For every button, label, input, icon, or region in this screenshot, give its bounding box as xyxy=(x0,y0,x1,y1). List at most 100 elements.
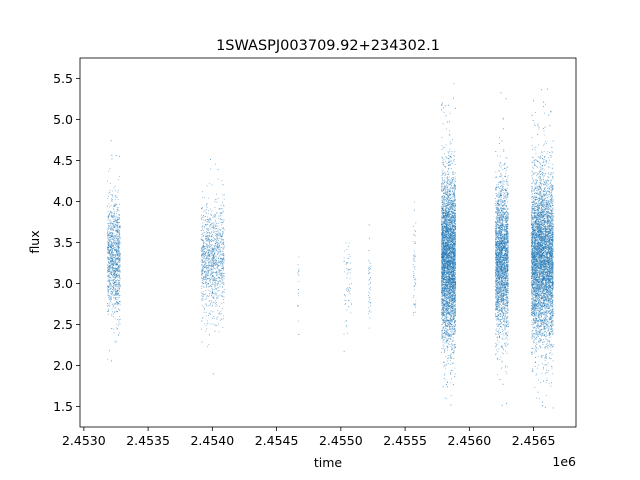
data-point xyxy=(442,222,444,224)
data-point xyxy=(442,245,444,247)
data-point xyxy=(450,333,452,335)
data-point xyxy=(447,223,449,225)
data-point xyxy=(113,235,115,237)
data-point xyxy=(452,370,453,372)
data-point xyxy=(205,303,207,305)
data-point xyxy=(218,208,220,210)
data-point xyxy=(298,281,300,282)
data-point xyxy=(212,248,214,250)
data-point xyxy=(441,268,443,270)
data-point xyxy=(216,246,218,248)
data-point xyxy=(109,267,111,269)
data-point xyxy=(448,322,450,324)
data-point xyxy=(208,259,210,261)
data-point xyxy=(212,216,214,218)
data-point xyxy=(211,296,213,298)
data-point xyxy=(447,322,448,324)
data-point xyxy=(447,311,449,313)
data-point xyxy=(208,235,210,237)
data-point xyxy=(346,263,347,265)
data-point xyxy=(211,236,213,238)
data-point xyxy=(112,243,114,245)
data-point xyxy=(202,252,204,254)
data-point xyxy=(449,306,451,308)
data-point xyxy=(445,364,447,366)
data-point xyxy=(453,273,455,275)
data-point xyxy=(114,225,116,226)
data-point xyxy=(221,263,223,265)
data-point xyxy=(454,272,456,273)
data-point xyxy=(207,264,209,266)
data-point xyxy=(217,246,219,248)
data-point xyxy=(208,220,210,222)
data-point xyxy=(413,275,415,277)
data-point xyxy=(446,216,448,218)
data-point xyxy=(212,233,213,235)
data-point xyxy=(221,283,223,285)
data-point xyxy=(453,317,455,319)
data-point xyxy=(203,278,205,280)
data-point xyxy=(108,232,110,234)
data-point xyxy=(119,241,120,243)
data-point xyxy=(343,257,345,259)
data-point xyxy=(449,327,451,329)
data-point xyxy=(109,250,111,251)
data-point xyxy=(451,314,452,316)
data-point xyxy=(221,224,223,226)
data-point xyxy=(202,276,204,277)
data-point xyxy=(443,306,445,308)
data-point xyxy=(202,279,204,281)
data-point xyxy=(207,277,209,279)
data-point xyxy=(214,247,215,249)
data-point xyxy=(205,250,207,252)
data-point xyxy=(111,258,113,260)
data-point xyxy=(117,258,118,260)
data-point xyxy=(298,256,300,258)
data-point xyxy=(218,281,220,283)
data-point xyxy=(221,279,223,281)
data-point xyxy=(453,211,454,213)
data-point xyxy=(445,249,447,251)
data-point xyxy=(451,316,453,317)
data-point xyxy=(114,195,116,197)
data-point xyxy=(214,163,216,165)
data-point xyxy=(454,320,456,322)
data-point xyxy=(454,264,456,266)
data-point xyxy=(116,251,118,253)
data-point xyxy=(441,190,443,192)
data-point xyxy=(449,217,451,219)
data-point xyxy=(446,333,448,335)
data-point xyxy=(207,221,209,223)
data-point xyxy=(210,286,212,288)
data-point xyxy=(113,296,114,298)
data-point xyxy=(451,276,453,278)
data-point xyxy=(119,270,121,272)
data-point xyxy=(343,261,345,263)
data-point xyxy=(202,269,204,271)
data-point xyxy=(441,293,443,295)
data-point xyxy=(452,311,454,313)
data-point xyxy=(223,299,224,300)
data-point xyxy=(212,268,214,270)
data-point xyxy=(111,294,112,296)
data-point xyxy=(118,215,120,217)
data-point xyxy=(444,271,446,273)
data-point xyxy=(369,301,371,303)
data-point xyxy=(115,242,117,244)
data-point xyxy=(115,303,117,304)
data-point xyxy=(446,219,447,221)
data-point xyxy=(204,258,206,260)
data-point xyxy=(209,278,211,280)
data-point xyxy=(368,297,370,299)
data-point xyxy=(220,229,222,231)
data-point xyxy=(202,267,204,269)
chart-title: 1SWASPJ003709.92+234302.1 xyxy=(216,38,440,54)
data-point xyxy=(444,193,446,195)
data-point xyxy=(455,205,456,207)
data-point xyxy=(111,199,113,201)
data-point xyxy=(447,310,449,312)
data-point xyxy=(217,231,219,233)
data-point xyxy=(113,246,115,248)
data-point xyxy=(109,233,111,234)
data-point xyxy=(445,323,447,325)
